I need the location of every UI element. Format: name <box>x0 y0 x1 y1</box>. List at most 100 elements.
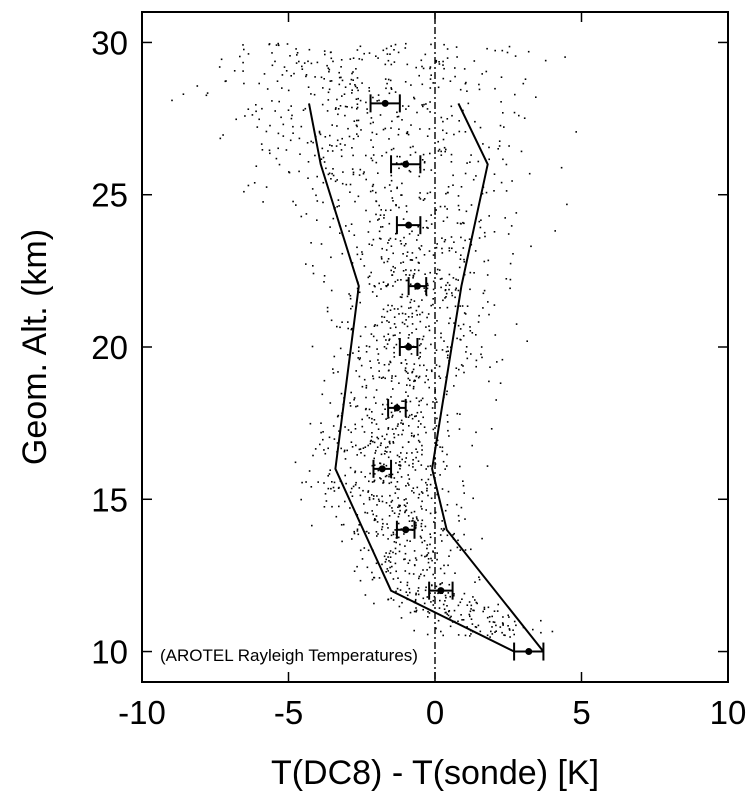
scatter-point <box>281 87 283 89</box>
scatter-point <box>540 619 542 622</box>
scatter-point <box>415 610 417 613</box>
scatter-point <box>412 277 414 279</box>
scatter-point <box>501 49 504 52</box>
scatter-point <box>458 266 461 269</box>
scatter-point <box>367 549 370 552</box>
scatter-point <box>425 294 428 297</box>
scatter-point <box>357 195 360 198</box>
scatter-point <box>365 101 367 104</box>
scatter-point <box>506 51 509 54</box>
scatter-point <box>438 63 441 65</box>
scatter-point <box>356 106 359 109</box>
scatter-point <box>468 613 471 616</box>
scatter-point <box>411 525 413 527</box>
scatter-point <box>378 230 381 233</box>
scatter-point <box>417 269 420 272</box>
scatter-point <box>425 468 427 470</box>
scatter-point <box>309 422 312 425</box>
scatter-point <box>411 413 413 416</box>
scatter-point <box>447 564 449 567</box>
scatter-point <box>472 178 475 181</box>
scatter-point <box>441 252 444 254</box>
scatter-point <box>442 120 444 123</box>
scatter-point <box>406 502 408 504</box>
scatter-point <box>481 73 483 75</box>
scatter-point <box>383 463 385 466</box>
scatter-point <box>353 234 356 236</box>
scatter-point <box>411 417 414 420</box>
scatter-point <box>392 578 395 580</box>
scatter-point <box>431 559 433 562</box>
scatter-point <box>423 198 426 200</box>
scatter-point <box>426 108 429 110</box>
scatter-point <box>355 68 357 70</box>
scatter-point <box>308 48 311 51</box>
scatter-point <box>247 53 250 55</box>
scatter-point <box>371 189 374 192</box>
scatter-point <box>388 321 390 323</box>
scatter-point <box>337 108 340 110</box>
scatter-point <box>413 363 416 365</box>
scatter-point <box>483 231 486 234</box>
scatter-point <box>356 77 359 79</box>
scatter-point <box>319 443 321 446</box>
scatter-point <box>419 128 421 130</box>
scatter-point <box>412 145 414 148</box>
scatter-point <box>435 585 438 588</box>
scatter-point <box>376 436 378 439</box>
scatter-point <box>344 114 346 117</box>
scatter-point <box>384 78 387 80</box>
scatter-point <box>319 133 322 136</box>
scatter-point <box>389 494 391 497</box>
scatter-point <box>327 67 330 69</box>
scatter-point <box>332 486 335 489</box>
scatter-point <box>439 307 441 309</box>
scatter-point <box>365 351 368 353</box>
scatter-point <box>339 143 342 145</box>
scatter-point <box>478 578 481 581</box>
scatter-point <box>360 364 363 367</box>
scatter-point <box>414 269 416 271</box>
scatter-point <box>359 579 362 582</box>
scatter-point <box>344 144 346 146</box>
scatter-point <box>418 577 420 580</box>
scatter-point <box>375 213 377 216</box>
scatter-point <box>415 522 417 524</box>
scatter-point <box>498 140 501 142</box>
scatter-point <box>385 285 387 287</box>
scatter-point <box>338 430 340 432</box>
scatter-point <box>414 288 417 290</box>
scatter-point <box>428 329 431 332</box>
scatter-point <box>408 478 411 480</box>
scatter-point <box>369 472 371 475</box>
scatter-point <box>344 500 346 503</box>
scatter-point <box>412 385 415 388</box>
scatter-point <box>348 293 350 295</box>
scatter-point <box>323 506 326 508</box>
scatter-point <box>463 533 465 536</box>
scatter-point <box>397 51 400 54</box>
scatter-point <box>450 161 453 163</box>
scatter-point <box>459 465 461 468</box>
scatter-point <box>509 287 511 290</box>
scatter-point <box>412 462 414 465</box>
scatter-point <box>405 370 408 373</box>
scatter-point <box>379 214 382 216</box>
scatter-point <box>440 332 442 335</box>
scatter-point <box>411 323 414 325</box>
scatter-point <box>372 498 375 500</box>
scatter-point <box>373 325 376 327</box>
scatter-point <box>452 534 454 536</box>
scatter-point <box>393 61 396 63</box>
scatter-point <box>376 100 378 102</box>
scatter-point <box>395 541 397 544</box>
scatter-point <box>326 110 329 112</box>
scatter-point <box>419 313 421 316</box>
scatter-point <box>396 481 399 483</box>
scatter-point <box>444 297 446 299</box>
scatter-point <box>518 114 520 117</box>
scatter-point <box>417 497 420 499</box>
scatter-point <box>421 338 424 341</box>
scatter-point <box>403 323 406 325</box>
